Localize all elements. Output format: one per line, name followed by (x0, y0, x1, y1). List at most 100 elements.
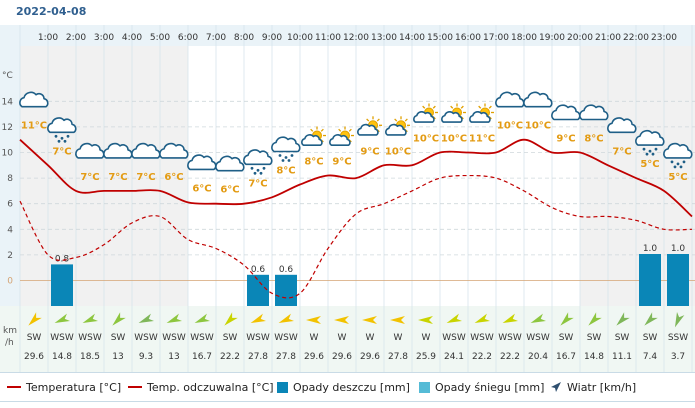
wind-speed: 29.6 (304, 352, 324, 362)
wind-direction: SW (587, 333, 602, 343)
temp-label: 7°C (108, 172, 127, 183)
rain-bar (667, 254, 689, 306)
feels-like-line (19, 174, 693, 299)
legend: Temperatura [°C] Temp. odczuwalna [°C] O… (0, 372, 695, 402)
wind-arrow-shape (616, 312, 630, 326)
rain-cloud-icon (635, 130, 665, 156)
wind-arrow-icon (138, 313, 154, 324)
sun-cloud-icon (301, 126, 326, 146)
sun-cloud-icon (329, 126, 354, 146)
rain-label: 1.0 (671, 244, 686, 254)
wind-arrow-icon (362, 316, 377, 324)
wind-arrow-shape (278, 313, 294, 324)
cloud-shape (159, 142, 189, 159)
hour-header (0, 25, 695, 46)
temp-label: 7°C (52, 146, 71, 157)
wind-arrow-shape (674, 312, 685, 328)
wind-arrow-shape (138, 313, 154, 324)
y-unit: °C (2, 71, 13, 81)
wind-unit: km (3, 326, 17, 336)
legend-feels: Temp. odczuwalna [°C] (128, 373, 274, 401)
cloud-shape (75, 142, 105, 159)
cloud-icon (495, 91, 525, 108)
wind-arrow-icon (588, 312, 602, 326)
y-tick-label: 4 (7, 225, 13, 235)
wind-direction: W (338, 333, 347, 343)
cloud-shape (329, 134, 351, 146)
temp-label: 7°C (136, 172, 155, 183)
sun-ray (320, 128, 324, 132)
sun-cloud-icon (357, 116, 382, 136)
sun-cloud-icon (413, 103, 438, 123)
hour-label: 5:00 (150, 33, 170, 43)
wind-direction: WSW (162, 333, 186, 343)
rain-drop (281, 159, 285, 162)
sun-ray (338, 128, 342, 132)
rain-label: 0.6 (279, 265, 294, 275)
cloud-shape (441, 111, 463, 123)
wind-speed: 18.5 (80, 352, 100, 362)
temp-label: 9°C (556, 134, 575, 145)
wind-arrow-icon (224, 312, 238, 326)
hour-label: 10:00 (287, 33, 313, 43)
wind-direction: WSW (134, 333, 158, 343)
wind-speed: 27.8 (388, 352, 408, 362)
rain-drop (253, 171, 257, 175)
rain-cloud-icon (663, 142, 693, 169)
cloud-shape (103, 142, 133, 159)
sun-ray (460, 105, 464, 109)
rain-drop (679, 165, 683, 169)
hour-label: 21:00 (595, 33, 621, 43)
temp-label: 8°C (304, 157, 323, 168)
rain-drop (654, 147, 658, 151)
wind-arrow-shape (54, 313, 70, 324)
wind-arrow-shape (306, 316, 321, 324)
sun-ray (394, 118, 398, 122)
temp-label: 10°C (385, 146, 411, 157)
legend-rain-label: Opady deszczu [mm] (293, 380, 410, 394)
rain-drop (670, 160, 674, 164)
rain-drop (290, 154, 294, 157)
wind-arrow-shape (334, 316, 349, 324)
wind-direction: W (422, 333, 431, 343)
wind-unit: /h (5, 338, 14, 348)
temp-label: 10°C (441, 134, 467, 145)
wind-speed: 13 (112, 352, 123, 362)
hour-label: 14:00 (399, 33, 425, 43)
cloud-shape (635, 130, 665, 146)
hour-label: 23:00 (651, 33, 677, 43)
wind-arrow-shape (28, 312, 42, 326)
wind-arrow-icon (334, 316, 349, 324)
wind-direction: W (310, 333, 319, 343)
wind-speed: 29.6 (360, 352, 380, 362)
wind-arrow-shape (166, 313, 182, 324)
sun-ray (422, 105, 426, 109)
rain-label: 1.0 (643, 244, 658, 254)
hour-label: 2:00 (66, 33, 86, 43)
wind-speed: 22.2 (500, 352, 520, 362)
cloud-icon (523, 91, 553, 108)
wind-arrow-shape (502, 313, 518, 324)
cloud-shape (663, 142, 693, 159)
hour-label: 1:00 (38, 33, 58, 43)
rain-drop (63, 139, 67, 143)
wind-direction: SW (111, 333, 126, 343)
wind-arrow-icon (418, 316, 433, 324)
rain-drop (259, 171, 263, 175)
cloud-icon (187, 154, 217, 171)
rain-drop (262, 166, 266, 170)
wind-speed: 16.7 (192, 352, 212, 362)
wind-direction: SW (27, 333, 42, 343)
wind-arrow-icon (502, 313, 518, 324)
wind-arrow-shape (250, 313, 266, 324)
temp-label: 10°C (413, 134, 439, 145)
y-tick-label: 2 (7, 251, 13, 261)
cloud-shape (523, 91, 553, 108)
rain-drop (648, 149, 652, 153)
wind-arrow-icon (250, 313, 266, 324)
wind-speed: 29.6 (332, 352, 352, 362)
cloud-shape (385, 123, 407, 136)
rain-cloud-icon (47, 117, 77, 143)
legend-snow: Opady śniegu [mm] (419, 373, 544, 401)
cloud-shape (271, 136, 301, 153)
